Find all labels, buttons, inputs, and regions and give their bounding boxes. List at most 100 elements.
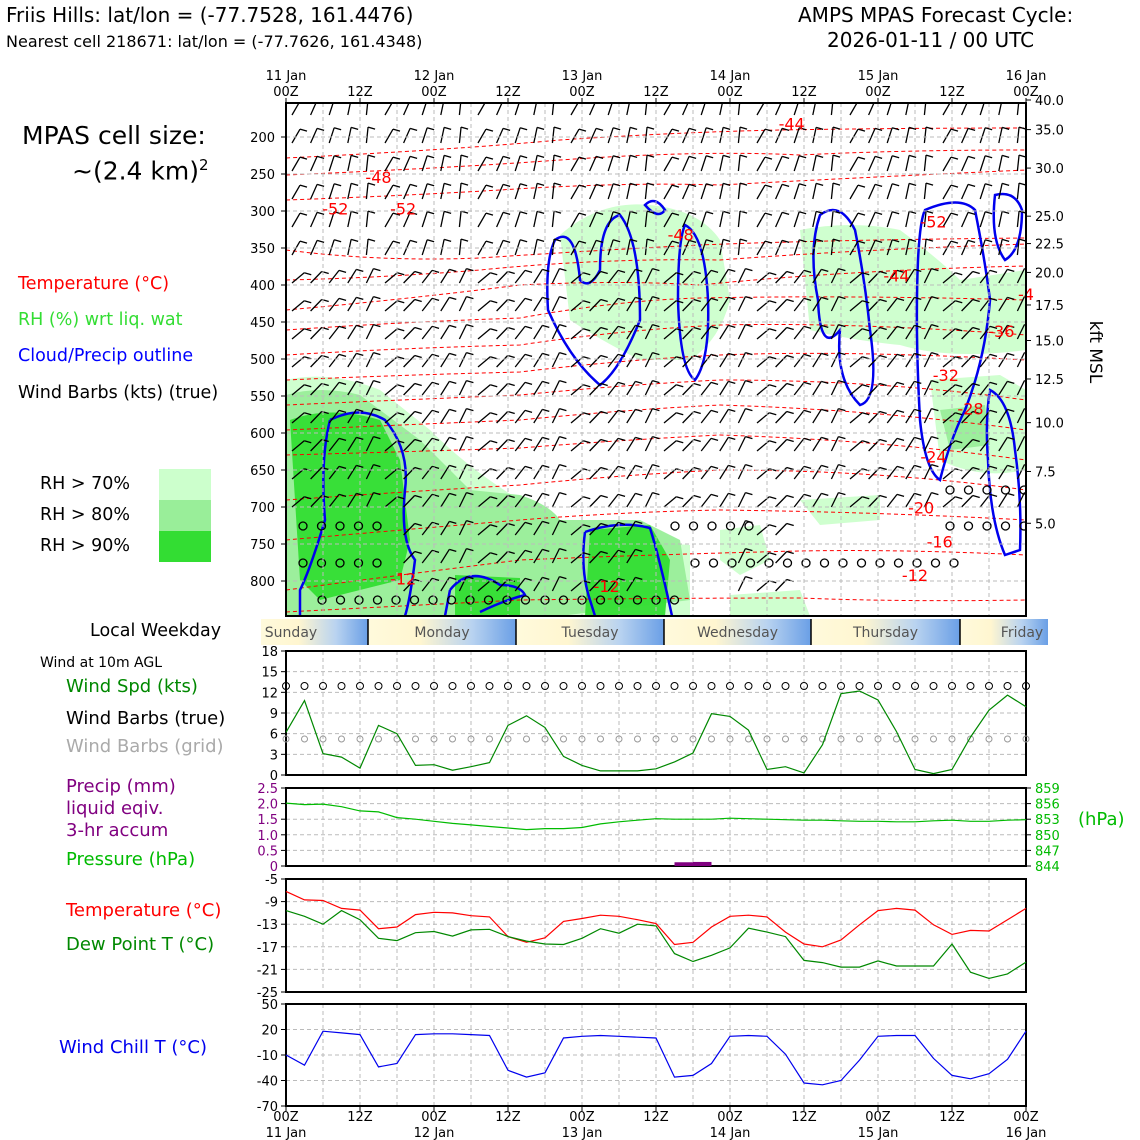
wind-barb (914, 492, 922, 497)
wind-barb (583, 328, 591, 332)
wind-barb (507, 410, 515, 415)
wind-barb (496, 299, 509, 312)
wind-barb (925, 154, 934, 158)
wind-barb (589, 523, 602, 536)
wind-barb (431, 493, 440, 498)
wind-barb (803, 381, 812, 386)
wind-barb (849, 412, 863, 424)
wind-barb (972, 270, 980, 275)
wind-barb (520, 100, 527, 102)
wind-barb (533, 521, 543, 536)
temperature-contour-6 (286, 296, 1026, 331)
wind-barb (626, 127, 631, 144)
wind-barb (786, 438, 794, 443)
wind-barb (931, 267, 939, 272)
wind-barb (635, 576, 643, 581)
bottom-date-label: 12 Jan (414, 1126, 455, 1140)
wind-barb (449, 324, 457, 329)
wind-barb (338, 465, 347, 470)
calm-circle (391, 595, 401, 605)
top-hour-label: 00Z (865, 85, 891, 100)
wind-barb (607, 521, 619, 536)
wind-barb (507, 326, 515, 331)
wind-barb (891, 155, 900, 159)
barb-calm-grid (449, 735, 456, 743)
wind-barb (347, 437, 357, 452)
wind-barb (426, 183, 435, 187)
wind-barb (728, 324, 736, 329)
xsec-content (286, 100, 1026, 616)
wind-barb (507, 550, 515, 555)
weekday-monday: Monday (414, 625, 469, 641)
wind-barb (737, 268, 746, 284)
wind-barb (739, 182, 748, 186)
wind-barb (972, 438, 980, 443)
wind-barb (972, 410, 980, 415)
bottom-date-label: 16 Jan (1006, 1126, 1047, 1140)
panel-ytick-label: 12 (261, 686, 278, 701)
pressure-tick-label: 856 (1035, 798, 1060, 813)
barb-calm-true (578, 682, 586, 690)
wind-barb (905, 183, 910, 200)
barb-calm-grid (1004, 735, 1011, 743)
wind-barb (886, 297, 898, 312)
wind-barb (1016, 324, 1025, 340)
wind-barb (542, 352, 550, 357)
wind-barb (421, 409, 433, 424)
wind-barb (617, 577, 626, 582)
wind-barb (769, 384, 777, 388)
wind-barb (458, 127, 462, 144)
barb-calm-grid (726, 735, 734, 743)
wind-barb (682, 299, 695, 312)
wind-barb (551, 155, 555, 172)
temperature-contour-10 (286, 404, 1026, 431)
calm-circle (801, 558, 811, 568)
wind-barb (328, 183, 335, 200)
wind-barb (832, 154, 841, 158)
wind-barb (533, 549, 543, 564)
wind-barb (942, 212, 952, 228)
wind-barb (589, 271, 602, 284)
wind-barb (440, 549, 450, 564)
barb-calm-true (337, 682, 346, 690)
wind-barb (914, 408, 922, 413)
wind-barb (979, 297, 991, 312)
wind-barb (607, 353, 619, 368)
precip-legend-1: Precip (mm) (66, 776, 176, 797)
wind-barb (607, 577, 619, 592)
panel-ytick-label: 50 (261, 998, 278, 1013)
wind-barb (830, 324, 839, 340)
wind-barb (397, 384, 405, 388)
wind-barb (914, 352, 922, 357)
calm-circle (669, 595, 680, 605)
wind-barb (310, 156, 318, 172)
wind-barb (688, 211, 697, 216)
calm-circle (1000, 521, 1011, 531)
temperature-contour-label: -52 (920, 212, 946, 231)
wind-barb (514, 103, 520, 116)
barb-calm-true (411, 682, 420, 690)
wind-barb (775, 439, 788, 452)
wind-barb (769, 328, 777, 332)
wind-barb (403, 551, 416, 564)
wind-barb (821, 296, 829, 301)
wind-barb (862, 440, 870, 444)
wind-barb (700, 437, 712, 452)
wind-barb (972, 382, 980, 387)
cloud-outline-4 (643, 199, 667, 216)
wind-barb (536, 210, 545, 214)
wind-barb (502, 183, 511, 188)
wind-barb (440, 381, 450, 396)
wind-barb (989, 269, 998, 274)
wind-barb (542, 520, 550, 525)
top-hour-label: 12Z (939, 85, 965, 100)
wind-barb (905, 465, 915, 480)
wind-barb (496, 184, 504, 200)
wind-barb (583, 552, 591, 556)
wind-barb (607, 211, 614, 228)
wind-barb (356, 380, 364, 385)
wind-barb (764, 156, 773, 160)
wind-barb (514, 183, 521, 200)
wind-barb (700, 353, 712, 368)
